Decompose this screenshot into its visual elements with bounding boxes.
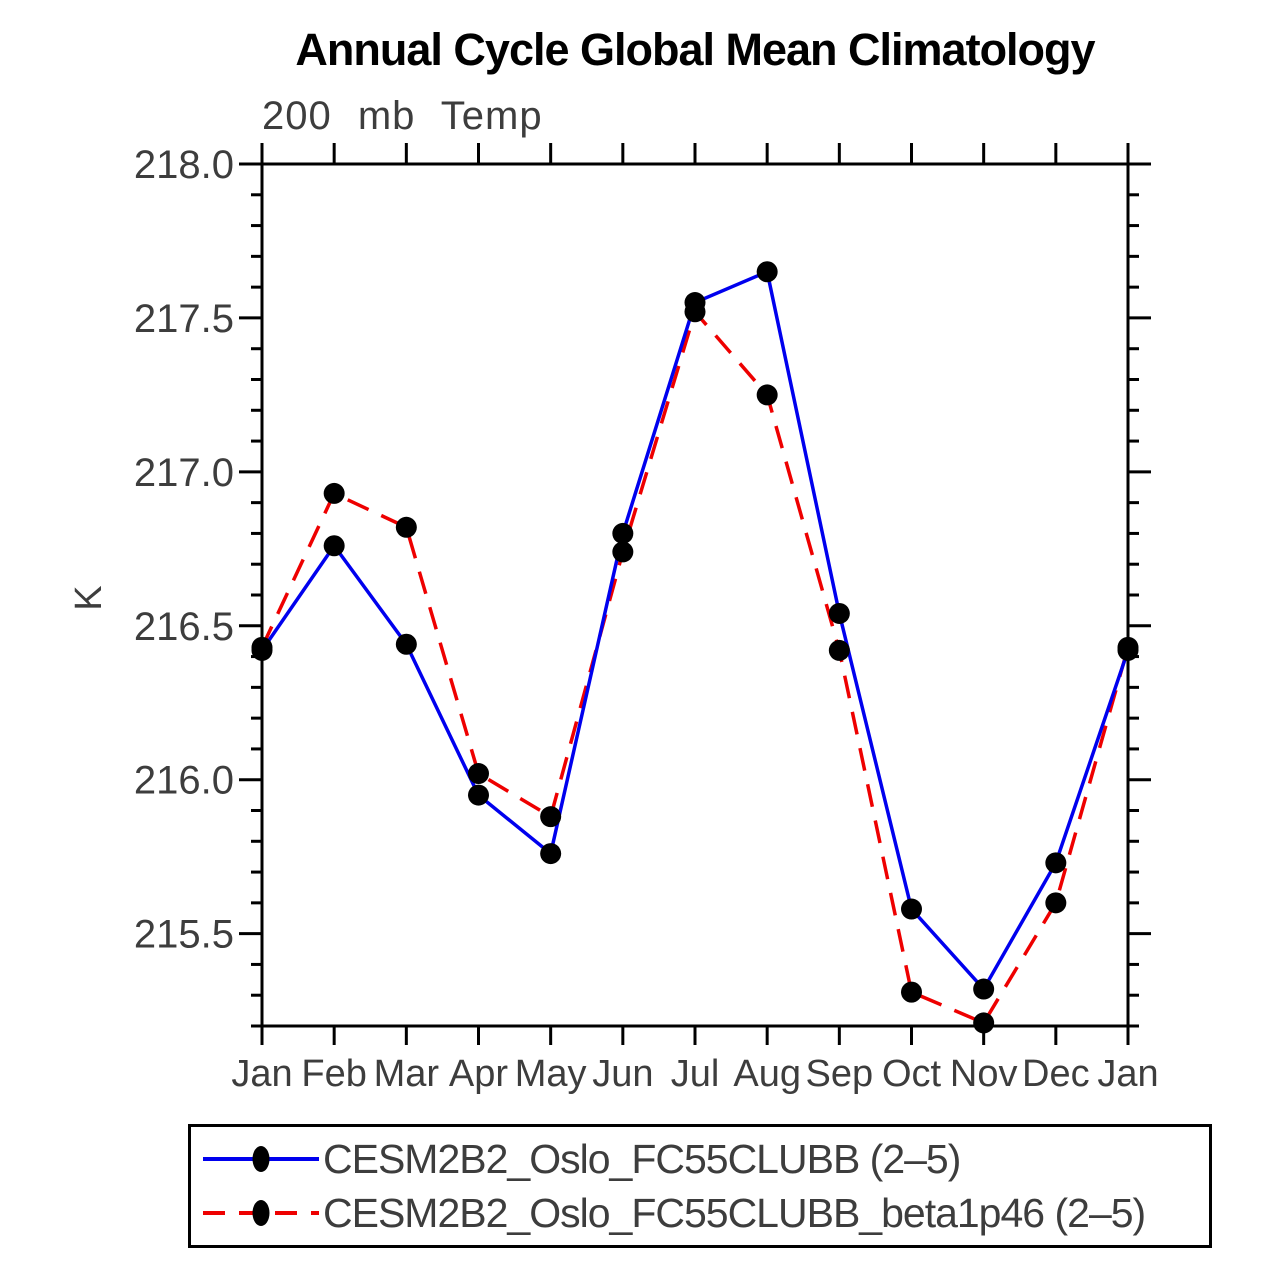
series-line-dashed [260, 308, 1130, 1026]
data-point-marker [612, 522, 634, 544]
y-tick-label: 217.0 [134, 451, 234, 495]
data-point-marker [1045, 852, 1067, 874]
x-tick-label: Jan [1097, 1053, 1158, 1095]
x-tick-label: Dec [1022, 1053, 1090, 1095]
chart-title: Annual Cycle Global Mean Climatology [295, 24, 1095, 75]
data-point-marker [828, 639, 850, 661]
x-tick-label: Mar [374, 1053, 440, 1095]
y-tick-label: 215.5 [134, 913, 234, 957]
data-point-marker [901, 981, 922, 1003]
x-tick-label: Jan [231, 1053, 292, 1095]
data-point-marker [756, 261, 778, 283]
data-point-marker [251, 636, 273, 658]
x-tick-label: Jul [671, 1053, 720, 1095]
data-point-marker [684, 301, 706, 323]
y-tick-label: 216.5 [134, 605, 234, 649]
legend-sample-line-1 [203, 1200, 319, 1226]
data-point-marker [973, 1012, 995, 1034]
legend-entry-0: CESM2B2_Oslo_FC55CLUBB (2–5) [199, 1135, 961, 1182]
legend-marker [252, 1146, 270, 1172]
y-tick-label: 218.0 [134, 143, 234, 187]
data-point-marker [323, 535, 345, 557]
data-point-marker [1045, 892, 1067, 914]
legend-label-0: CESM2B2_Oslo_FC55CLUBB (2–5) [323, 1135, 961, 1182]
data-point-marker [756, 384, 778, 406]
legend-marker [252, 1200, 270, 1226]
chart-subtitle: 200 mb Temp [262, 94, 543, 138]
data-point-marker [395, 516, 417, 538]
legend-label-1: CESM2B2_Oslo_FC55CLUBB_beta1p46 (2–5) [323, 1189, 1146, 1236]
data-point-marker [612, 541, 634, 563]
x-tick-label: Aug [733, 1053, 801, 1095]
x-tick-label: Apr [449, 1053, 508, 1095]
data-point-marker [901, 898, 922, 920]
x-tick-label: Sep [806, 1053, 874, 1095]
x-tick-label: Feb [301, 1053, 366, 1095]
legend-box: CESM2B2_Oslo_FC55CLUBB (2–5) CESM2B2_Osl… [188, 1124, 1212, 1248]
data-point-marker [323, 482, 345, 504]
data-point-marker [395, 633, 417, 655]
data-point-marker [540, 806, 562, 828]
y-tick-label: 216.0 [134, 759, 234, 803]
y-tick-label: 217.5 [134, 297, 234, 341]
series-line-solid [260, 269, 1130, 993]
legend-sample-line-0 [203, 1146, 319, 1172]
data-point-marker [468, 784, 489, 806]
x-tick-label: Jun [592, 1053, 653, 1095]
x-tick-label: Oct [882, 1053, 942, 1095]
legend-entry-1: CESM2B2_Oslo_FC55CLUBB_beta1p46 (2–5) [199, 1189, 1146, 1236]
data-point-marker [540, 843, 562, 865]
data-point-marker [828, 602, 850, 624]
x-tick-label: Nov [950, 1053, 1018, 1095]
data-point-marker [468, 763, 489, 785]
x-tick-label: May [515, 1053, 587, 1095]
data-point-marker [973, 978, 995, 1000]
data-point-marker [1117, 636, 1139, 658]
